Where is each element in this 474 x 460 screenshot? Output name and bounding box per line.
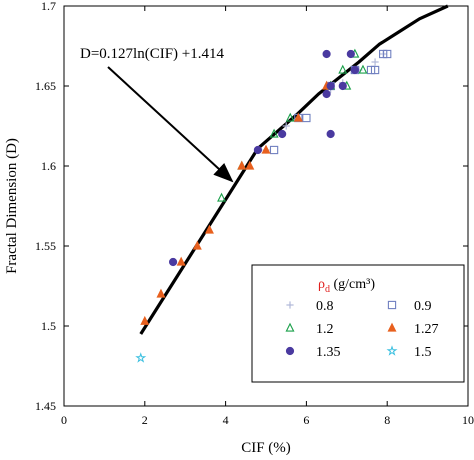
y-tick-label: 1.55 (35, 239, 56, 253)
data-point-1-35 (322, 89, 331, 99)
legend-label-1-35: 1.35 (316, 345, 341, 360)
data-point-0-8 (282, 122, 290, 130)
data-point-0-9 (302, 113, 311, 123)
x-tick-label: 4 (223, 413, 229, 427)
data-point-1-5 (135, 352, 147, 363)
y-tick-label: 1.45 (35, 399, 56, 413)
legend-label-0-9: 0.9 (414, 299, 432, 314)
legend-marker-0-9 (387, 300, 397, 310)
data-point-0-9 (269, 145, 279, 155)
y-tick-label: 1.5 (41, 319, 56, 333)
data-point-1-2 (285, 112, 295, 122)
data-point-1-35 (338, 81, 347, 91)
data-point-1-2 (338, 64, 348, 74)
plot-frame (63, 5, 469, 407)
data-point-1-27 (293, 112, 303, 122)
legend-label-1-27: 1.27 (414, 322, 439, 337)
legend-title: ρd (g/cm³) (318, 277, 375, 295)
x-tick-label: 2 (142, 413, 148, 427)
legend-marker-1-27 (387, 322, 397, 332)
x-tick-label: 0 (61, 413, 67, 427)
data-point-1-2 (217, 192, 227, 202)
data-point-1-35 (326, 81, 335, 91)
data-point-1-35 (253, 145, 263, 155)
legend-title-symbol: ρ (318, 277, 325, 292)
data-point-1-27 (176, 256, 186, 266)
y-tick-label: 1.65 (35, 79, 56, 93)
legend-marker-1-35 (285, 346, 295, 356)
data-point-0-9 (383, 49, 392, 59)
fit-curve (139, 4, 449, 335)
data-point-1-35 (322, 49, 331, 59)
data-point-0-8 (371, 58, 379, 66)
x-tick-label: 10 (462, 413, 474, 427)
data-point-1-27 (245, 160, 255, 170)
data-point-1-2 (269, 128, 279, 138)
annotation-arrow (107, 66, 234, 183)
data-point-1-35 (278, 129, 287, 139)
y-tick-label: 1.7 (41, 0, 56, 13)
data-point-1-27 (261, 144, 271, 154)
legend-marker-0-8 (286, 301, 294, 309)
legend-box (251, 264, 465, 383)
legend-marker-1-5 (386, 345, 398, 356)
x-tick-label: 6 (303, 413, 309, 427)
data-point-1-27 (156, 288, 166, 298)
data-point-1-27 (192, 240, 202, 250)
data-point-1-35 (326, 129, 335, 139)
legend-title-subscript: d (325, 284, 330, 295)
data-point-1-2 (358, 64, 368, 74)
data-point-1-27 (204, 224, 214, 234)
data-point-0-9 (370, 65, 380, 75)
data-point-1-35 (350, 65, 359, 75)
data-point-1-27 (237, 160, 247, 170)
legend-label-0-8: 0.8 (316, 299, 334, 314)
data-point-1-27 (140, 315, 150, 325)
legend-marker-1-2 (285, 322, 295, 332)
fit-equation-label: D=0.127ln(CIF) +1.414 (80, 46, 225, 62)
y-tick-label: 1.6 (41, 159, 56, 173)
y-axis-title: Fractal Dimension (D) (4, 138, 20, 274)
legend-label-1-2: 1.2 (316, 322, 334, 337)
x-axis-title: CIF (%) (241, 440, 291, 456)
legend-label-1-5: 1.5 (414, 345, 432, 360)
x-tick-label: 8 (384, 413, 390, 427)
data-point-1-35 (346, 49, 355, 59)
data-point-1-35 (168, 257, 178, 267)
legend-title-unit: (g/cm³) (330, 277, 375, 292)
legend: ρd (g/cm³) 0.8 0.9 1.2 1.27 1.35 1.5 (251, 264, 465, 383)
